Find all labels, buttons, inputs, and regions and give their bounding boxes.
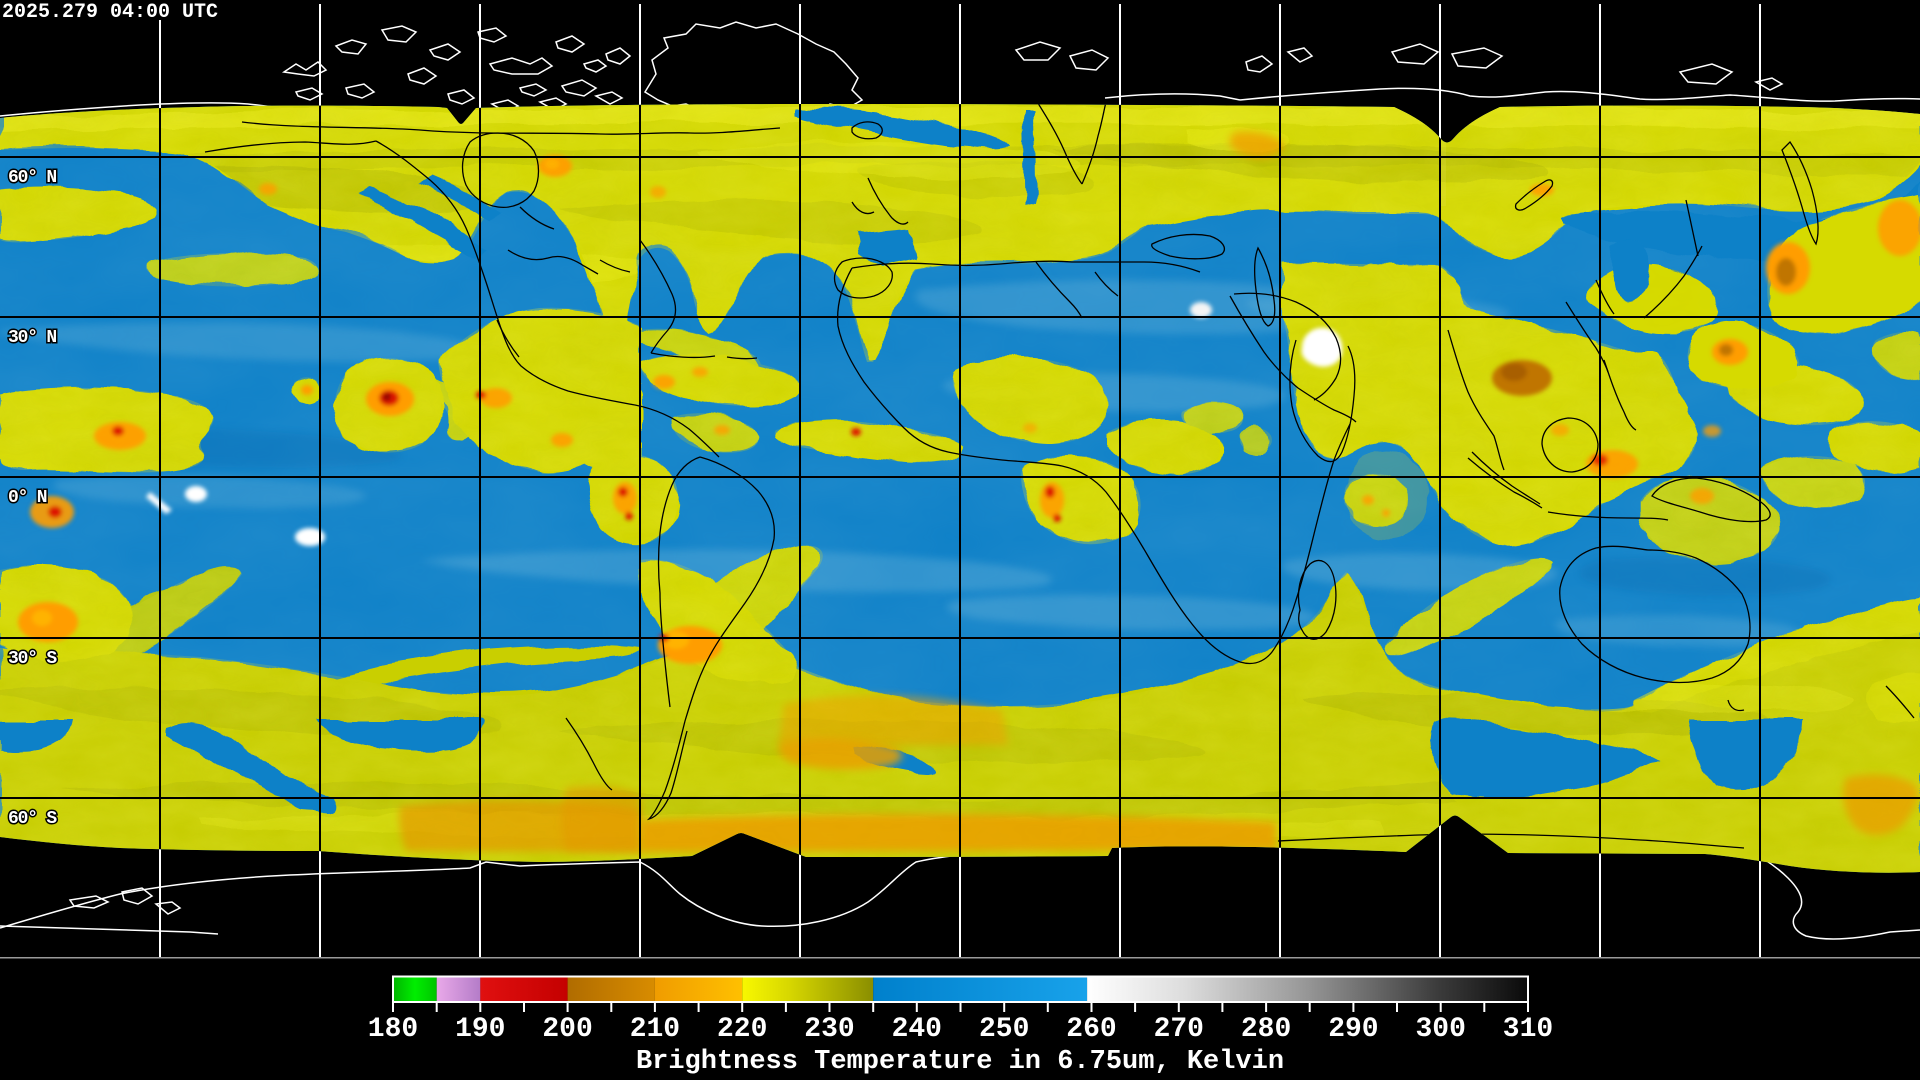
- svg-text:310: 310: [1503, 1014, 1553, 1045]
- svg-text:190: 190: [455, 1014, 505, 1045]
- svg-text:230: 230: [804, 1014, 854, 1045]
- svg-text:Brightness Temperature in 6.75: Brightness Temperature in 6.75um, Kelvin: [636, 1047, 1284, 1077]
- svg-text:0° N: 0° N: [8, 488, 47, 508]
- svg-text:60° N: 60° N: [8, 168, 56, 188]
- svg-text:200: 200: [542, 1014, 592, 1045]
- svg-text:270: 270: [1154, 1014, 1204, 1045]
- svg-text:2025.279 04:00 UTC: 2025.279 04:00 UTC: [2, 1, 218, 24]
- svg-text:60° S: 60° S: [8, 809, 57, 829]
- svg-text:260: 260: [1066, 1014, 1116, 1045]
- svg-text:250: 250: [979, 1014, 1029, 1045]
- svg-text:280: 280: [1241, 1014, 1291, 1045]
- svg-text:300: 300: [1415, 1014, 1465, 1045]
- svg-text:30° S: 30° S: [8, 649, 57, 669]
- svg-text:210: 210: [630, 1014, 680, 1045]
- svg-text:30° N: 30° N: [8, 328, 56, 348]
- svg-text:240: 240: [892, 1014, 942, 1045]
- svg-text:220: 220: [717, 1014, 767, 1045]
- svg-text:290: 290: [1328, 1014, 1378, 1045]
- svg-text:180: 180: [368, 1014, 418, 1045]
